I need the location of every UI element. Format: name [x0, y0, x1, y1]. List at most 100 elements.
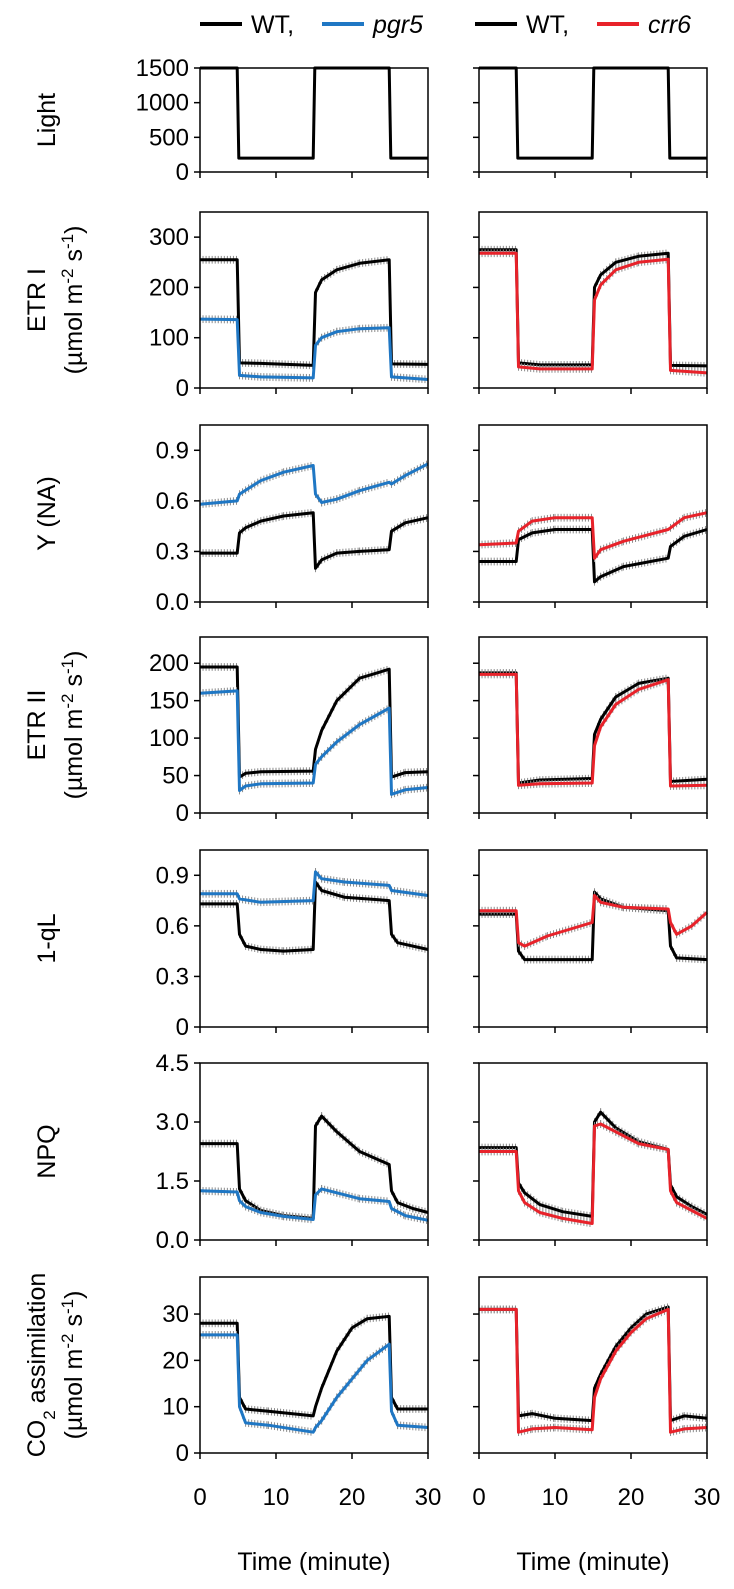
y-tick-label: 0.9: [156, 862, 189, 889]
legend-right-wt-label: WT,: [526, 11, 569, 39]
plot-frame: [478, 1062, 708, 1241]
series-line-wt: [200, 66, 428, 160]
series-line-wt: [479, 528, 708, 584]
plot-frame: [199, 67, 429, 173]
y-tick-label: 50: [162, 763, 189, 790]
panel-npq-crr6: [473, 1062, 708, 1246]
y-tick-label: 1500: [136, 55, 189, 82]
series-wt: [479, 66, 707, 160]
y-tick-label: 0.3: [156, 538, 189, 565]
x-tick-label: 10: [542, 1484, 569, 1511]
y-tick-label: 30: [162, 1301, 189, 1328]
plot-frame: [478, 211, 708, 389]
panel-light-pgr5: 0 500 1000 1500 Light: [33, 55, 429, 186]
series-wt: [199, 1312, 429, 1420]
series-line-wt: [200, 1114, 429, 1220]
plot-frame: [478, 1276, 708, 1454]
plot-frame: [478, 849, 708, 1028]
series-pgr5: [199, 687, 429, 799]
series-line-pgr5: [200, 1333, 429, 1434]
legend: WT, pgr5 WT, crr6: [200, 11, 691, 39]
y-tick-label: 0.3: [156, 963, 189, 990]
series-line-pgr5: [200, 870, 429, 904]
series-line-crr6: [478, 511, 708, 560]
legend-right-mutant-label: crr6: [648, 11, 691, 39]
plot-frame: [199, 1276, 429, 1454]
series-crr6: [478, 1305, 708, 1437]
panel-1-ql-pgr5: 0 0.3 0.6 0.9 1-qL: [33, 849, 429, 1041]
y-axis-title: (µmol m-2 s-1): [58, 1291, 89, 1440]
y-axis-title: Light: [33, 93, 61, 147]
x-axis-labels: 0 10 20 30 Time (minute) 0 10 20 30 Time (minute): [193, 1484, 720, 1576]
plot-frame: [199, 636, 429, 814]
panel-etr-ii-crr6: [473, 636, 708, 819]
series-line-pgr5: [199, 689, 429, 796]
series-line-wt: [479, 66, 707, 160]
panel-etr-i-pgr5: 0 100 200 300 ETR I (µmol m-2 s-1): [23, 211, 429, 402]
y-tick-label: 10: [162, 1394, 189, 1421]
series-pgr5: [199, 460, 429, 509]
series-crr6: [478, 249, 708, 377]
series-line-crr6: [479, 251, 708, 375]
y-tick-label: 0: [176, 375, 189, 402]
series-wt: [199, 509, 429, 573]
series-line-pgr5: [199, 317, 429, 381]
y-axis-title: CO2 assimilation: [23, 1273, 59, 1458]
legend-left-mutant-label: pgr5: [372, 11, 423, 39]
y-tick-label: 300: [149, 224, 189, 251]
series-line-wt: [479, 1110, 708, 1218]
y-axis-title: ETR I: [23, 268, 51, 332]
y-tick-label: 500: [149, 124, 189, 151]
x-tick-label: 20: [339, 1484, 366, 1511]
series-line-crr6: [479, 894, 708, 948]
y-tick-label: 0.0: [156, 589, 189, 616]
series-wt: [199, 663, 429, 781]
legend-left-wt-label: WT,: [251, 11, 294, 39]
series-wt: [200, 66, 428, 160]
series-crr6: [478, 509, 708, 563]
plot-frame: [199, 849, 429, 1028]
y-tick-label: 4.5: [156, 1050, 189, 1077]
series-line-wt: [200, 880, 429, 953]
plot-frame: [478, 636, 708, 814]
series-line-wt: [200, 1314, 428, 1418]
plot-frame: [478, 67, 708, 173]
y-tick-label: 200: [149, 650, 189, 677]
series-pgr5: [199, 1331, 429, 1436]
x-axis-title: Time (minute): [516, 1548, 669, 1576]
series-line-wt: [200, 511, 429, 570]
panel-light-crr6: [473, 66, 708, 178]
panel-y-na--crr6: [473, 424, 708, 608]
y-tick-label: 1.5: [156, 1168, 189, 1195]
y-tick-label: 0: [176, 800, 189, 827]
panel-etr-ii-pgr5: 0 50 100 150 200 ETR II (µmol m-2 s-1): [23, 636, 429, 827]
series-pgr5: [199, 1184, 429, 1224]
x-tick-label: 0: [193, 1484, 206, 1511]
y-tick-label: 1000: [136, 90, 189, 117]
series-line-pgr5: [199, 1187, 429, 1222]
panel-co2-assimilation-pgr5: 0 10 20 30 CO2 assimilation (µmol m-2 s-1): [23, 1273, 429, 1467]
series-wt: [199, 878, 429, 956]
x-tick-label: 20: [618, 1484, 645, 1511]
series-crr6: [478, 1120, 708, 1227]
y-tick-label: 20: [162, 1347, 189, 1374]
y-axis-title: ETR II: [23, 690, 51, 761]
x-tick-label: 30: [694, 1484, 721, 1511]
y-tick-label: 0.9: [156, 437, 189, 464]
panel-1-ql-crr6: [473, 849, 708, 1033]
y-axis-title: (µmol m-2 s-1): [58, 651, 89, 800]
plot-frame: [199, 424, 429, 603]
plot-frame: [199, 1062, 429, 1241]
x-tick-label: 30: [415, 1484, 442, 1511]
plot-frame: [199, 211, 429, 389]
y-axis-title: Y (NA): [33, 476, 61, 551]
series-line-crr6: [479, 672, 708, 788]
series-line-wt: [200, 665, 429, 779]
y-tick-label: 0.6: [156, 488, 189, 515]
plot-frame: [478, 424, 708, 603]
x-tick-label: 10: [263, 1484, 290, 1511]
y-tick-label: 100: [149, 725, 189, 752]
y-tick-label: 0: [176, 159, 189, 186]
